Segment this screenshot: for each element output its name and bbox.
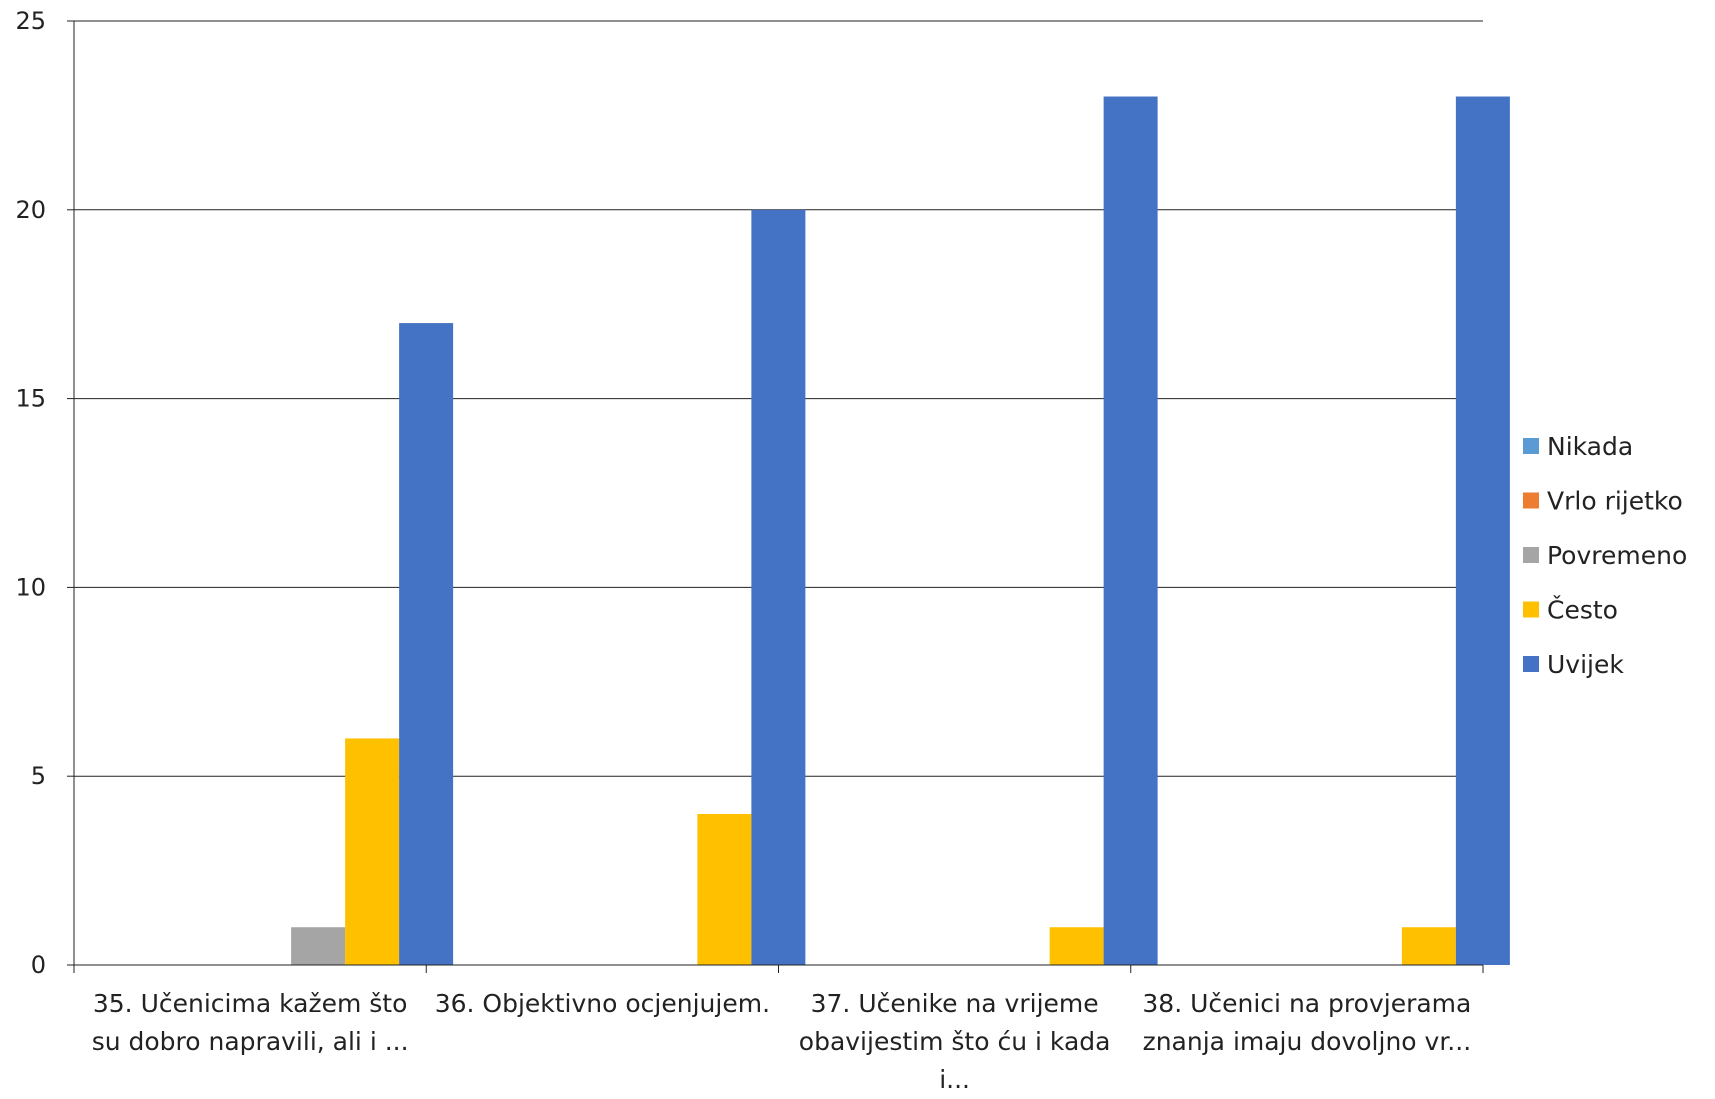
bar-uvijek (1103, 96, 1158, 965)
legend: Nikada Vrlo rijetko Povremeno Često Uvijek (1523, 432, 1687, 679)
category-label: obavijestim što ću i kada (799, 1027, 1111, 1056)
bars (291, 96, 1510, 966)
bar-uvijek (399, 323, 454, 966)
bar-uvijek (1455, 96, 1510, 965)
legend-swatch (1523, 492, 1539, 509)
category-label: 35. Učenicima kažem što (93, 989, 408, 1018)
y-tick-label: 15 (15, 385, 46, 413)
y-tick-label: 25 (15, 7, 46, 35)
bar-često (345, 738, 400, 965)
y-tick-label: 5 (31, 762, 46, 790)
legend-label: Uvijek (1547, 650, 1624, 679)
bar-često (697, 813, 752, 965)
y-tick-label: 0 (31, 951, 46, 979)
bar-često (1401, 927, 1456, 965)
bar-često (1049, 927, 1104, 965)
legend-label: Povremeno (1547, 541, 1687, 570)
legend-swatch (1523, 438, 1539, 454)
category-label: 38. Učenici na provjerama (1142, 989, 1471, 1018)
legend-label: Vrlo rijetko (1547, 487, 1683, 516)
category-label: su dobro napravili, ali i ... (92, 1027, 409, 1056)
legend-label: Nikada (1547, 432, 1633, 461)
axes: 0 5 10 15 20 25 35. Učenicima kažem što su dobr… (15, 7, 1484, 1094)
legend-swatch (1523, 656, 1539, 672)
category-label: 37. Učenike na vrijeme (811, 989, 1099, 1018)
category-label: znanja imaju dovoljno vr... (1143, 1027, 1472, 1056)
legend-label: Često (1547, 595, 1618, 625)
bar-uvijek (751, 209, 806, 966)
y-tick-label: 20 (15, 196, 46, 224)
category-label: 36. Objektivno ocjenjujem. (435, 989, 770, 1018)
legend-swatch (1523, 547, 1539, 563)
bar-povremeno (291, 927, 346, 965)
category-label: i... (939, 1065, 970, 1094)
y-tick-label: 10 (15, 573, 46, 601)
legend-swatch (1523, 601, 1539, 618)
